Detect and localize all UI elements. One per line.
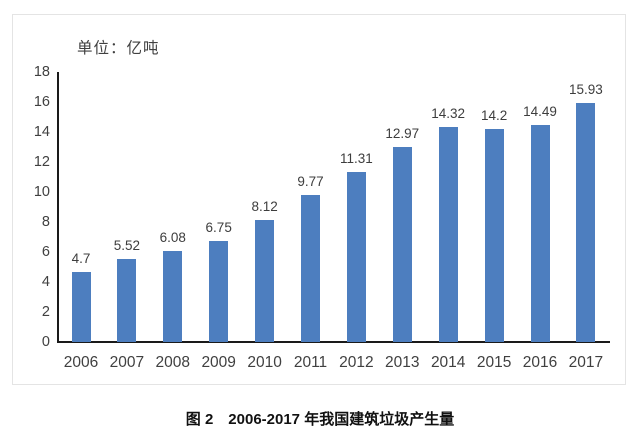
bar-2007 [117, 259, 137, 342]
chart-unit-label: 单位：亿吨 [77, 40, 160, 57]
x-axis-tick-label-2006: 2006 [63, 354, 99, 371]
x-axis-tick-label-2009: 2009 [201, 354, 236, 371]
y-axis-tick-label: 6 [41, 244, 50, 260]
bar-2013 [392, 147, 412, 342]
y-axis-tick-label: 2 [41, 304, 50, 320]
y-axis-tick-label: 0 [41, 334, 50, 350]
y-axis-tick-label: 10 [33, 184, 50, 200]
x-axis-tick-label-2010: 2010 [247, 354, 282, 371]
bar-value-label-2008: 6.08 [159, 229, 186, 245]
bar-2006 [71, 271, 91, 342]
x-axis-tick-label-2016: 2016 [522, 354, 558, 371]
bar-2008 [163, 250, 183, 342]
x-axis-line [57, 341, 610, 343]
figure-caption: 图 2 2006-2017 年我国建筑垃圾产生量 [185, 411, 455, 428]
bar-2012 [346, 172, 366, 342]
y-axis-tick-label: 16 [33, 94, 50, 110]
x-axis-tick-label-2013: 2013 [385, 354, 420, 371]
y-axis-tick-label: 4 [41, 274, 50, 290]
bar-value-label-2007: 5.52 [113, 238, 141, 254]
x-axis-tick-label-2017: 2017 [568, 354, 604, 371]
bar-value-label-2011: 9.77 [297, 174, 324, 190]
x-axis-tick-label-2008: 2008 [155, 354, 191, 371]
bar-value-label-2015: 14.2 [480, 108, 508, 123]
bar-value-label-2016: 14.49 [523, 103, 557, 119]
x-axis-tick-label-2014: 2014 [430, 354, 466, 371]
bar-2017 [576, 103, 596, 342]
bar-2011 [301, 195, 320, 342]
y-axis-tick-label: 12 [33, 154, 50, 170]
y-axis-tick-label: 8 [41, 214, 50, 230]
x-axis-tick-label-2007: 2007 [109, 354, 145, 371]
y-axis-line [57, 72, 59, 342]
bar-2015 [484, 129, 504, 342]
bar-value-label-2013: 12.97 [385, 126, 420, 142]
x-axis-tick-label-2011: 2011 [293, 354, 328, 371]
bar-value-label-2014: 14.32 [431, 106, 466, 122]
x-axis-tick-label-2012: 2012 [339, 354, 374, 371]
bar-value-label-2006: 4.7 [71, 250, 91, 266]
bar-2009 [209, 240, 229, 342]
y-axis-tick-label: 18 [33, 64, 50, 80]
bar-value-label-2010: 8.12 [251, 199, 278, 215]
bar-value-label-2017: 15.93 [568, 82, 603, 98]
bar-value-label-2012: 11.31 [340, 151, 373, 167]
bar-2010 [255, 220, 275, 342]
bar-2016 [530, 124, 550, 342]
x-axis-tick-label-2015: 2015 [476, 354, 512, 371]
y-axis-tick-label: 14 [33, 124, 50, 140]
bar-2014 [438, 127, 458, 342]
bar-value-label-2009: 6.75 [205, 219, 232, 235]
